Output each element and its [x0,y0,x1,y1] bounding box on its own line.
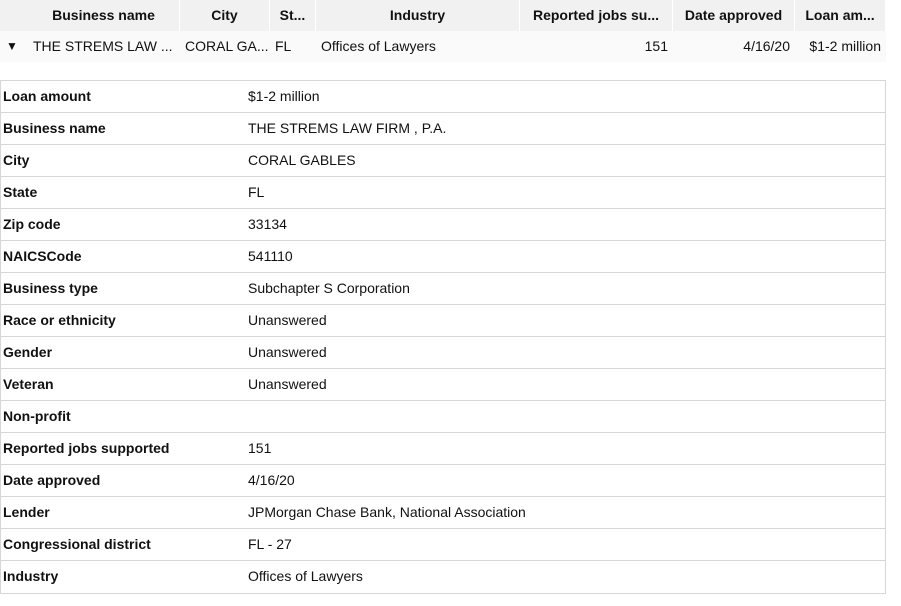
column-header[interactable]: Reported jobs su... [520,0,673,31]
detail-value: CORAL GABLES [248,152,356,168]
detail-label: Non-profit [3,408,71,424]
detail-row: Date approved 4/16/20 [1,465,885,497]
row-cell: 4/16/20 [743,38,790,54]
detail-value: FL [248,184,265,200]
detail-value: 151 [248,440,272,456]
detail-value: Unanswered [248,376,327,392]
detail-value: FL - 27 [248,536,292,552]
data-row[interactable]: ▼ THE STREMS LAW ... CORAL GA... FL Offices… [0,31,886,62]
detail-label: NAICSCode [3,248,82,264]
detail-row: Loan amount $1-2 million [1,81,885,113]
detail-value: JPMorgan Chase Bank, National Associatio… [248,504,526,520]
detail-label: Business name [3,120,106,136]
detail-value: Unanswered [248,312,327,328]
detail-label: Date approved [3,472,101,488]
detail-label: Veteran [3,376,54,392]
detail-value: 4/16/20 [248,472,295,488]
detail-row: Zip code 33134 [1,209,885,241]
column-header[interactable]: St... [270,0,316,31]
detail-label: Zip code [3,216,61,232]
detail-row: State FL [1,177,885,209]
detail-label: Race or ethnicity [3,312,116,328]
detail-label: Congressional district [3,536,151,552]
detail-row: NAICSCode 541110 [1,241,885,273]
detail-value: $1-2 million [248,88,320,104]
detail-value: Subchapter S Corporation [248,280,410,296]
detail-value: 33134 [248,216,287,232]
detail-row: Industry Offices of Lawyers [1,561,885,593]
column-header[interactable]: Loan am... [795,0,886,31]
column-header[interactable]: Date approved [673,0,795,31]
detail-label: Industry [3,568,59,584]
detail-row: Congressional district FL - 27 [1,529,885,561]
column-header[interactable]: Industry [316,0,520,31]
detail-row: Business type Subchapter S Corporation [1,273,885,305]
detail-row: Gender Unanswered [1,337,885,369]
detail-value: Offices of Lawyers [248,568,363,584]
detail-value: THE STREMS LAW FIRM , P.A. [248,120,447,136]
detail-label: Lender [3,504,50,520]
column-header[interactable]: Business name [28,0,180,31]
detail-label: Reported jobs supported [3,440,170,456]
row-cell: Offices of Lawyers [321,38,436,54]
detail-label: State [3,184,38,200]
header-row: Business name City St... Industry Reported j… [0,0,886,31]
detail-row: Business name THE STREMS LAW FIRM , P.A. [1,113,885,145]
row-cell: THE STREMS LAW ... [33,38,173,54]
detail-row: Veteran Unanswered [1,369,885,401]
detail-label: Gender [3,344,53,360]
row-cell: CORAL GA... [185,38,269,54]
detail-row: Race or ethnicity Unanswered [1,305,885,337]
summary-table: Business name City St... Industry Reported j… [0,0,886,62]
detail-table: Loan amount $1-2 million Business name THE … [0,80,886,594]
detail-value: 541110 [248,248,293,264]
row-cell: 151 [644,38,668,54]
row-cell: $1-2 million [809,38,881,54]
row-cell: FL [275,38,292,54]
expand-arrow[interactable]: ▼ [6,39,18,53]
detail-label: Business type [3,280,98,296]
detail-row: Non-profit [1,401,885,433]
detail-value: Unanswered [248,344,327,360]
detail-row: Lender JPMorgan Chase Bank, National Asso… [1,497,885,529]
detail-row: Reported jobs supported 151 [1,433,885,465]
detail-row: City CORAL GABLES [1,145,885,177]
detail-label: Loan amount [3,88,91,104]
column-header[interactable]: City [180,0,270,31]
detail-label: City [3,152,30,168]
